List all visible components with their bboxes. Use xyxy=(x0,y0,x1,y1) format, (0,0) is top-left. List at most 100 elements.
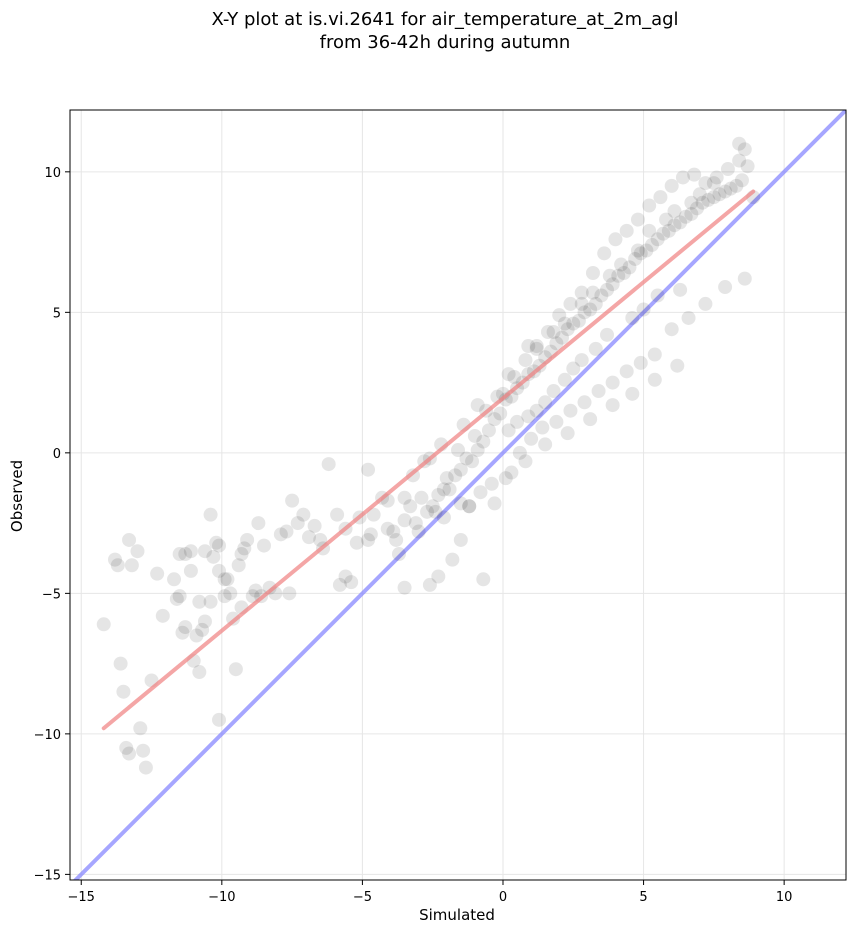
data-point xyxy=(566,316,581,331)
data-point xyxy=(172,589,187,604)
data-point xyxy=(636,302,651,317)
data-point xyxy=(678,209,693,224)
data-point xyxy=(591,384,606,399)
identity-line xyxy=(72,110,846,880)
data-point xyxy=(349,535,364,550)
data-point xyxy=(622,260,637,275)
data-point xyxy=(296,507,311,522)
x-tick-label: −15 xyxy=(68,890,95,905)
data-point xyxy=(507,369,522,384)
data-point xyxy=(737,271,752,286)
data-point xyxy=(212,563,227,578)
data-point xyxy=(729,178,744,193)
data-point xyxy=(498,471,513,486)
data-point xyxy=(467,428,482,443)
data-point xyxy=(167,572,182,587)
data-point xyxy=(706,190,721,205)
data-point xyxy=(425,499,440,514)
data-point xyxy=(217,572,232,587)
x-tick-label: 5 xyxy=(639,890,647,905)
data-point xyxy=(597,246,612,261)
data-point xyxy=(521,367,536,382)
data-point xyxy=(647,372,662,387)
y-axis-ticks: −15 −10 −5 0 5 10 xyxy=(34,166,70,883)
chart-title-line-2: from 36-42h during autumn xyxy=(320,32,571,53)
data-point xyxy=(659,212,674,227)
data-point xyxy=(476,434,491,449)
data-point xyxy=(619,223,634,238)
x-tick-label: −10 xyxy=(208,890,235,905)
data-point xyxy=(380,521,395,536)
data-point xyxy=(195,622,210,637)
data-point xyxy=(712,187,727,202)
data-point xyxy=(397,490,412,505)
data-point xyxy=(442,482,457,497)
data-point xyxy=(650,232,665,247)
data-point xyxy=(684,206,699,221)
data-point xyxy=(600,282,615,297)
data-point xyxy=(262,580,277,595)
data-point xyxy=(605,375,620,390)
data-point xyxy=(639,243,654,258)
data-point xyxy=(321,457,336,472)
data-point xyxy=(234,547,249,562)
data-point xyxy=(414,490,429,505)
data-point xyxy=(667,218,682,233)
data-point xyxy=(577,395,592,410)
data-point xyxy=(501,423,516,438)
data-point xyxy=(633,246,648,261)
data-point xyxy=(706,176,721,191)
data-point xyxy=(614,257,629,272)
data-point xyxy=(397,580,412,595)
data-point xyxy=(673,215,688,230)
y-axis-label: Observed xyxy=(8,460,26,532)
data-point xyxy=(476,572,491,587)
data-points xyxy=(96,136,761,775)
data-point xyxy=(501,367,516,382)
data-point xyxy=(451,443,465,458)
data-point xyxy=(453,462,468,477)
data-point xyxy=(583,412,598,427)
data-point xyxy=(301,530,316,545)
data-point xyxy=(549,336,564,351)
data-point xyxy=(209,535,224,550)
data-point xyxy=(557,316,572,331)
data-point xyxy=(673,282,688,297)
data-point xyxy=(718,184,733,199)
data-point xyxy=(574,353,589,368)
data-point xyxy=(675,170,690,185)
data-point xyxy=(389,532,404,547)
y-tick-label: −5 xyxy=(42,587,61,602)
data-point xyxy=(625,386,640,401)
data-point xyxy=(611,268,626,283)
data-point xyxy=(338,569,353,584)
data-point xyxy=(124,558,139,573)
data-point xyxy=(285,493,300,508)
data-point xyxy=(138,760,153,775)
data-point xyxy=(723,181,738,196)
y-tick-label: 5 xyxy=(53,306,61,321)
data-point xyxy=(628,251,643,266)
data-point xyxy=(408,516,423,531)
data-point xyxy=(698,296,713,311)
data-point xyxy=(175,625,190,640)
data-point xyxy=(605,398,620,413)
data-point xyxy=(178,547,193,562)
data-point xyxy=(448,468,463,483)
data-point xyxy=(453,532,468,547)
data-point xyxy=(557,372,572,387)
data-point xyxy=(552,308,567,323)
y-tick-label: −10 xyxy=(34,728,61,743)
data-point xyxy=(279,524,294,539)
data-point xyxy=(633,355,648,370)
data-point xyxy=(192,594,207,609)
data-point xyxy=(585,285,600,300)
data-point xyxy=(183,544,198,559)
data-point xyxy=(212,538,227,553)
data-point xyxy=(577,305,592,320)
data-point xyxy=(560,426,575,441)
data-point xyxy=(155,608,170,623)
data-point xyxy=(133,721,148,736)
data-point xyxy=(512,445,527,460)
data-point xyxy=(386,524,401,539)
